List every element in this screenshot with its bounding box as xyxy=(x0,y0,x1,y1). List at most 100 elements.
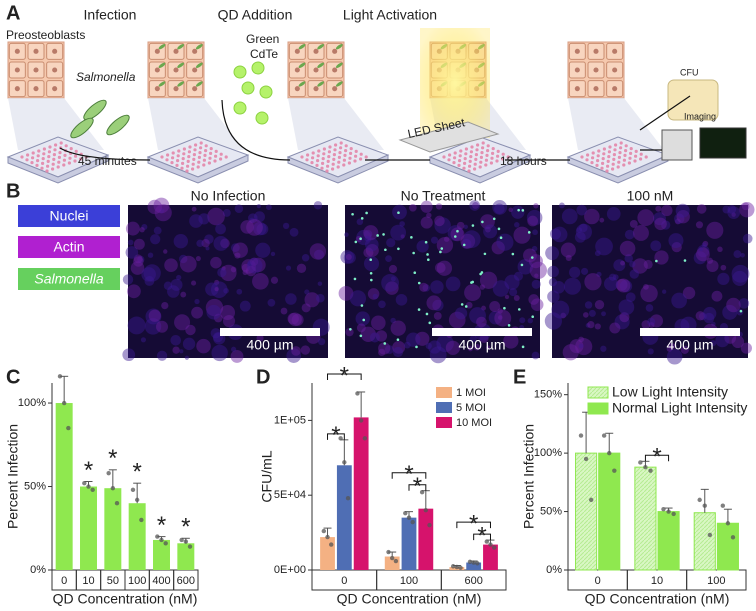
actin-signal xyxy=(194,298,200,305)
actin-signal xyxy=(176,274,182,281)
actin-signal xyxy=(649,314,664,328)
bar xyxy=(657,511,680,571)
well xyxy=(501,152,505,156)
data-point xyxy=(419,490,425,495)
well xyxy=(46,159,50,163)
actin-signal xyxy=(491,241,505,255)
actin-signal xyxy=(223,287,229,294)
well xyxy=(51,162,55,166)
well xyxy=(348,156,352,160)
bacterium xyxy=(317,62,325,68)
y-tick-label: 0% xyxy=(30,564,46,576)
well xyxy=(25,158,29,162)
actin-signal xyxy=(204,234,214,244)
data-point xyxy=(725,521,731,526)
bacterium xyxy=(177,44,185,50)
bacterium xyxy=(298,62,306,68)
actin-signal xyxy=(428,340,442,354)
bacterium xyxy=(298,81,306,87)
well xyxy=(337,155,341,159)
actin-signal xyxy=(363,229,373,239)
actin-signal xyxy=(304,289,310,295)
well xyxy=(170,161,174,165)
well xyxy=(467,169,471,173)
salmonella-signal xyxy=(354,240,358,244)
actin-signal xyxy=(701,242,707,248)
actin-signal xyxy=(217,267,227,278)
nucleus xyxy=(33,86,39,92)
actin-signal xyxy=(698,247,704,252)
nucleus xyxy=(574,86,580,92)
actin-signal xyxy=(240,220,254,234)
well xyxy=(597,149,601,153)
actin-signal xyxy=(469,200,481,211)
data-point xyxy=(643,464,648,470)
actin-signal xyxy=(144,276,155,286)
salmonella-signal xyxy=(415,345,418,349)
actin-signal xyxy=(585,323,591,328)
actin-signal xyxy=(513,271,524,281)
y-tick-label: 150% xyxy=(534,389,562,401)
well xyxy=(177,149,181,153)
actin-signal xyxy=(655,205,662,212)
scale-bar-label: 400 µm xyxy=(667,337,714,353)
salmonella-signal xyxy=(396,338,400,342)
actin-signal xyxy=(143,264,161,282)
actin-signal xyxy=(174,314,191,331)
well xyxy=(490,156,494,160)
bar xyxy=(55,403,73,570)
nucleus xyxy=(612,48,618,54)
actin-signal xyxy=(637,209,655,227)
well-plate-side xyxy=(147,154,249,184)
data-point xyxy=(139,517,144,523)
well xyxy=(596,154,600,158)
well xyxy=(42,152,46,156)
actin-signal xyxy=(213,235,229,251)
nucleus xyxy=(294,48,300,54)
actin-signal xyxy=(369,332,380,343)
actin-signal xyxy=(594,323,601,330)
nucleus xyxy=(313,67,319,73)
actin-signal xyxy=(575,338,593,356)
actin-signal xyxy=(125,221,140,236)
well xyxy=(175,163,179,167)
actin-signal xyxy=(385,255,392,262)
bar xyxy=(104,488,122,570)
actin-signal xyxy=(551,300,570,319)
actin-signal xyxy=(619,240,636,257)
well xyxy=(459,149,463,153)
actin-signal xyxy=(740,342,752,354)
well xyxy=(74,149,78,153)
salmonella-signal xyxy=(499,236,503,240)
data-point xyxy=(110,485,116,491)
image-title: No Treatment xyxy=(401,188,486,204)
actin-signal xyxy=(182,337,196,351)
bar xyxy=(634,466,657,571)
salmonella-signal xyxy=(531,315,535,319)
quantum-dot xyxy=(241,81,255,95)
salmonella-signal xyxy=(353,277,357,281)
actin-signal xyxy=(253,211,265,223)
well xyxy=(64,144,68,148)
actin-signal xyxy=(508,207,513,212)
actin-signal xyxy=(717,272,730,285)
actin-signal xyxy=(645,304,654,312)
actin-signal xyxy=(178,254,188,264)
well xyxy=(20,155,24,159)
actin-signal xyxy=(287,313,299,325)
well xyxy=(52,157,56,161)
x-tick-label: 50 xyxy=(107,575,119,587)
actin-signal xyxy=(465,301,473,309)
salmonella-signal xyxy=(497,227,501,231)
data-point xyxy=(467,559,473,564)
well xyxy=(191,167,195,171)
actin-signal xyxy=(207,207,225,226)
actin-signal xyxy=(301,303,311,313)
bacterium xyxy=(335,44,343,50)
well xyxy=(480,151,484,155)
actin-signal xyxy=(550,228,562,240)
data-point xyxy=(82,480,87,486)
actin-signal xyxy=(483,224,498,239)
well xyxy=(616,165,620,169)
well xyxy=(332,153,336,157)
